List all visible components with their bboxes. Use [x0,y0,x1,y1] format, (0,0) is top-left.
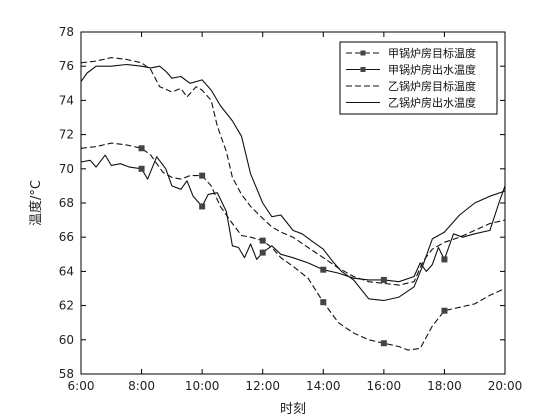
y-tick-label: 66 [59,230,74,244]
series-2-marker [138,165,145,172]
y-tick-label: 70 [59,162,74,176]
legend-label-4: 乙锅炉房出水温度 [388,96,476,110]
legend-label-2: 甲锅炉房出水温度 [388,63,476,77]
series-2-marker [441,256,448,263]
series-2-marker [320,266,327,273]
legend-marker-1 [360,50,366,56]
series-line-1 [80,142,506,351]
x-tick-label: 18:00 [427,379,462,393]
y-tick-label: 78 [59,25,74,39]
x-tick-label: 6:00 [68,379,95,393]
y-tick-label: 72 [59,128,74,142]
y-axis: 58 60 62 64 66 68 70 72 74 76 78 [59,25,505,381]
x-axis-label: 时刻 [280,402,306,417]
series-line-4 [80,63,506,302]
series-1-marker [138,145,145,152]
x-tick-label: 10:00 [185,379,220,393]
x-axis: 6:00 8:00 10:00 12:00 14:00 16:00 18:00 20:00 [68,32,523,393]
y-tick-label: 58 [59,367,74,381]
x-tick-label: 8:00 [128,379,155,393]
y-tick-label: 62 [59,299,74,313]
series-line-2 [80,154,506,283]
series-1-marker [320,299,327,306]
series-1-marker [380,340,387,347]
legend-marker-2 [360,67,366,72]
y-tick-label: 68 [59,196,74,210]
series-layer [80,57,506,351]
legend-label-3: 乙锅炉房目标温度 [388,79,476,93]
y-tick-label: 60 [59,333,74,347]
series-1-marker [259,237,266,244]
y-tick-label: 74 [59,93,74,107]
legend-label-1: 甲锅炉房目标温度 [388,46,476,60]
series-1-marker [199,172,206,179]
series-1-marker [441,307,448,314]
y-tick-label: 76 [59,59,74,73]
series-2-marker [380,276,387,283]
y-tick-label: 64 [59,264,74,278]
series-2-marker [259,249,266,256]
x-tick-label: 12:00 [245,379,280,393]
series-2-marker [199,203,206,210]
series-line-3 [80,57,506,286]
x-tick-label: 14:00 [306,379,341,393]
x-tick-label: 16:00 [367,379,402,393]
x-tick-label: 20:00 [488,379,523,393]
y-axis-label: 温度/°C [28,180,44,226]
